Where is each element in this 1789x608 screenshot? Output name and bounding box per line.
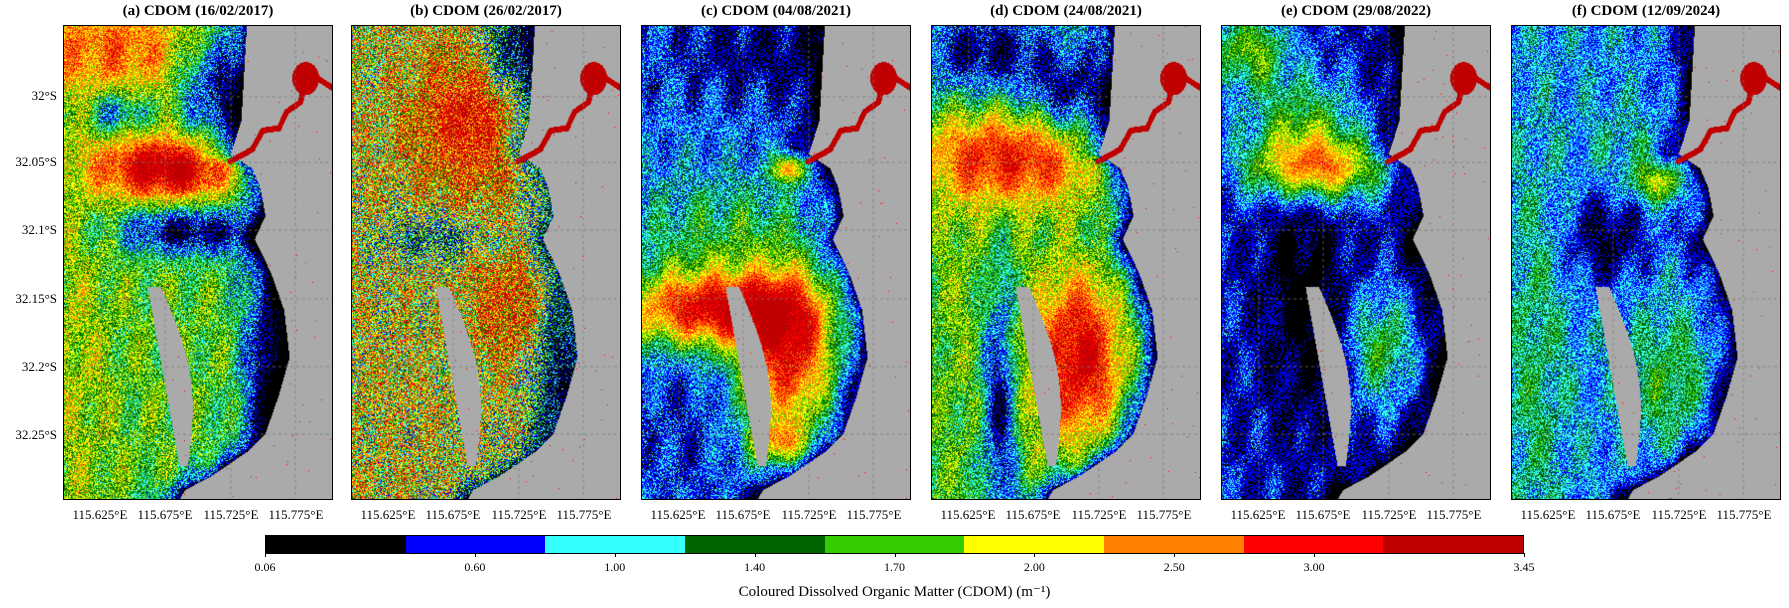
cdom-map: [1221, 25, 1491, 500]
lon-tick-label: 115.675°E: [425, 507, 481, 522]
colorbar-tick-label: 0.60: [464, 560, 486, 574]
map-panel: (d) CDOM (24/08/2021) 115.625°E 115.675°E…: [931, 3, 1201, 522]
colorbar-tick: [754, 553, 756, 557]
panel-title: (b) CDOM (26/02/2017): [410, 3, 562, 19]
lon-tick-label: 115.725°E: [1361, 507, 1417, 522]
colorbar-segment: [405, 536, 546, 553]
colorbar-segment: [1104, 536, 1244, 553]
lat-tick-label: 32.2°S: [21, 359, 57, 374]
lon-tick-label: 115.625°E: [72, 507, 128, 522]
lon-tick-label: 115.775°E: [1426, 507, 1482, 522]
colorbar-segment: [824, 536, 965, 553]
colorbar-tick: [265, 553, 266, 557]
lon-tick-label: 115.725°E: [781, 507, 837, 522]
colorbar-segment: [964, 536, 1105, 553]
panel-title: (c) CDOM (04/08/2021): [701, 3, 851, 19]
lon-tick-label: 115.625°E: [1520, 507, 1576, 522]
lon-tick-label: 115.725°E: [1071, 507, 1127, 522]
lon-tick-label: 115.775°E: [556, 507, 612, 522]
colorbar-tick: [614, 553, 616, 557]
colorbar-tick: [1174, 553, 1176, 557]
colorbar-tick: [1034, 553, 1036, 557]
lon-tick-label: 115.625°E: [1230, 507, 1286, 522]
cdom-map: [1511, 25, 1781, 500]
colorbar-segment: [1243, 536, 1384, 553]
lat-tick-label: 32.15°S: [15, 291, 57, 306]
lon-tick-label: 115.775°E: [268, 507, 324, 522]
lon-tick-label: 115.775°E: [846, 507, 902, 522]
lon-tick-label: 115.625°E: [650, 507, 706, 522]
cdom-map: [63, 25, 333, 500]
colorbar-segment: [545, 536, 686, 553]
colorbar-tick-label: 2.50: [1163, 560, 1185, 574]
colorbar-segment: [685, 536, 825, 553]
colorbar-tick-label: 2.00: [1023, 560, 1045, 574]
colorbar-segment: [1383, 536, 1524, 553]
lon-tick-label: 115.625°E: [940, 507, 996, 522]
lon-tick-label: 115.775°E: [1716, 507, 1772, 522]
lon-tick-label: 115.675°E: [715, 507, 771, 522]
colorbar-tick-label: 3.00: [1303, 560, 1325, 574]
lon-tick-label: 115.675°E: [1585, 507, 1641, 522]
lon-tick-label: 115.625°E: [360, 507, 416, 522]
lat-tick-label: 32°S: [31, 88, 57, 103]
cdom-map: [351, 25, 621, 500]
colorbar-tick-label: 1.00: [604, 560, 626, 574]
panel-title: (e) CDOM (29/08/2022): [1281, 3, 1431, 19]
colorbar-label: Coloured Dissolved Organic Matter (CDOM)…: [738, 584, 1051, 600]
lat-tick-label: 32.1°S: [21, 222, 57, 237]
lon-tick-label: 115.675°E: [1005, 507, 1061, 522]
panel-title: (f) CDOM (12/09/2024): [1571, 3, 1721, 19]
lat-tick-label: 32.25°S: [15, 427, 57, 442]
colorbar-tick-label: 0.06: [254, 560, 276, 574]
cdom-map: [641, 25, 911, 500]
panel-title: (a) CDOM (16/02/2017): [122, 3, 274, 19]
lon-tick-label: 115.725°E: [491, 507, 547, 522]
panel-title: (d) CDOM (24/08/2021): [990, 3, 1142, 19]
map-panel: (a) CDOM (16/02/2017) 115.625°E 115.675°E…: [15, 3, 333, 522]
map-panel: (b) CDOM (26/02/2017) 115.625°E 115.675°E…: [351, 3, 621, 522]
colorbar-tick-label: 3.45: [1513, 560, 1535, 574]
map-panel: (c) CDOM (04/08/2021) 115.625°E 115.675°E…: [641, 3, 911, 522]
lon-tick-label: 115.725°E: [203, 507, 259, 522]
colorbar-tick: [474, 553, 476, 557]
colorbar-segment: [266, 536, 406, 553]
lon-tick-label: 115.675°E: [1295, 507, 1351, 522]
colorbar-tick: [1524, 553, 1525, 557]
map-panel: (e) CDOM (29/08/2022) 115.625°E 115.675°E…: [1221, 3, 1491, 522]
lon-tick-label: 115.725°E: [1651, 507, 1707, 522]
cdom-map: [931, 25, 1201, 500]
lon-tick-label: 115.775°E: [1136, 507, 1192, 522]
colorbar-tick-label: 1.70: [884, 560, 905, 574]
lat-tick-label: 32.05°S: [15, 154, 57, 169]
colorbar-tick: [894, 553, 896, 557]
map-panel: (f) CDOM (12/09/2024) 115.625°E 115.675°E…: [1511, 3, 1781, 522]
colorbar: [265, 535, 1524, 554]
colorbar-tick-label: 1.40: [744, 560, 766, 574]
colorbar-tick: [1314, 553, 1316, 557]
lon-tick-label: 115.675°E: [137, 507, 193, 522]
